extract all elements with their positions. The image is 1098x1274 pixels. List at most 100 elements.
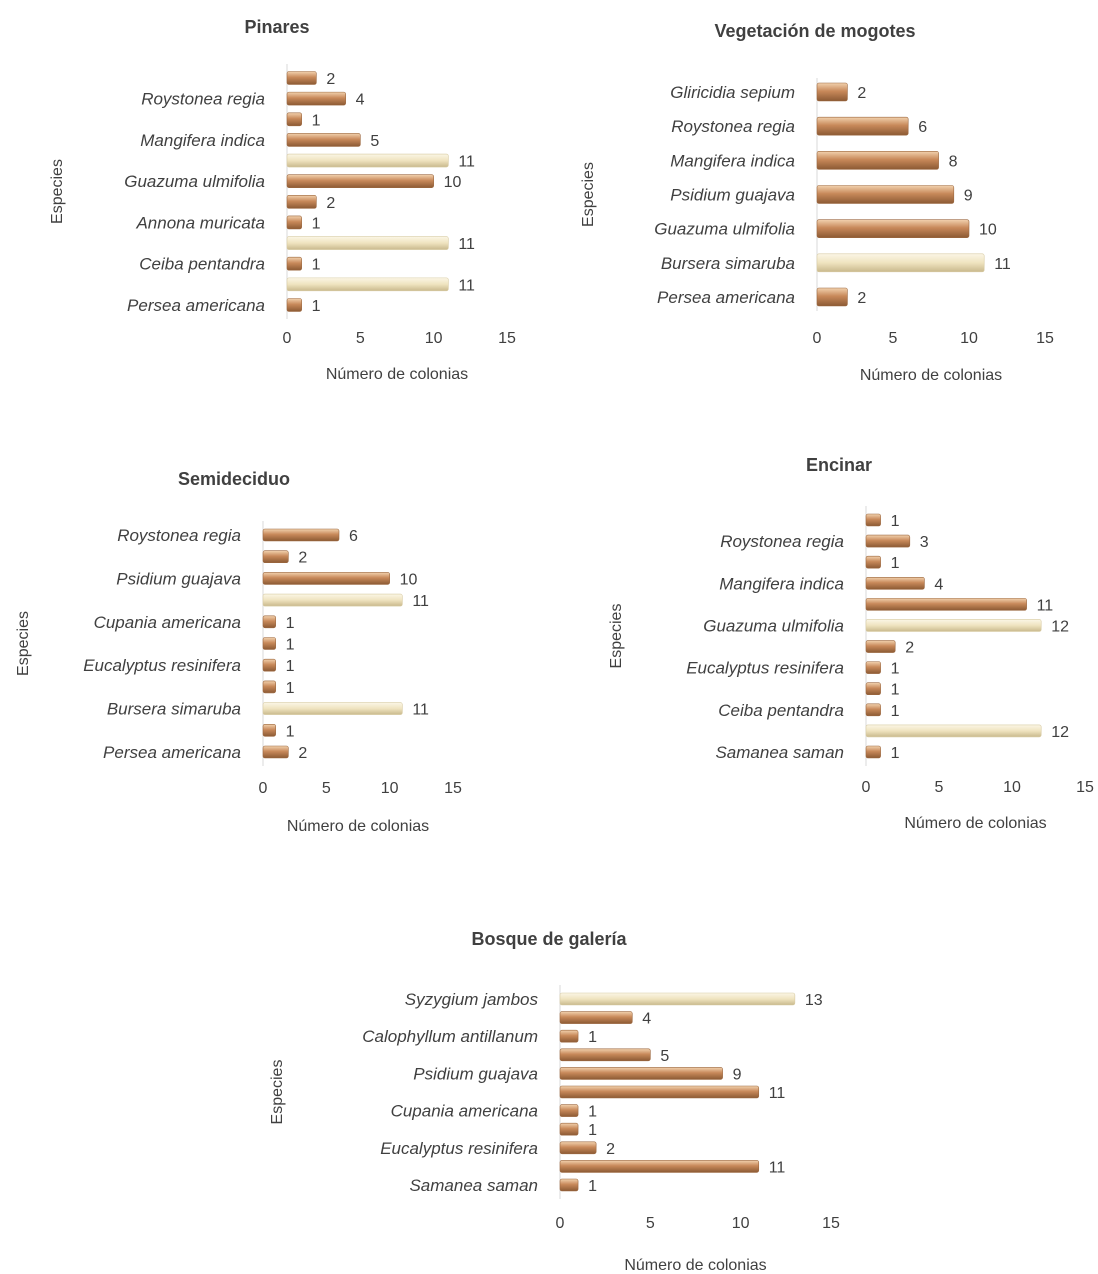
bar [286,215,302,230]
bar [865,661,881,674]
y-axis-label: Especies [608,604,625,669]
bar [286,153,449,168]
x-axis-label: Número de colonias [624,1257,766,1274]
data-label: 1 [312,215,321,232]
data-label: 3 [920,534,929,551]
data-label: 13 [805,992,823,1009]
data-label: 4 [642,1011,651,1028]
category-label: Roystonea regia [720,532,844,551]
data-label: 10 [444,174,462,191]
bar [865,703,881,717]
bar [559,992,796,1006]
bar [865,640,896,653]
category-label: Samanea saman [409,1176,538,1195]
data-label: 1 [312,112,321,129]
data-label: 2 [606,1141,615,1158]
bar [816,185,955,204]
data-label: 11 [1037,597,1054,614]
bar [262,658,276,672]
bar [559,1011,633,1024]
category-label: Psidium guajava [413,1064,538,1083]
data-label: 1 [891,745,900,762]
bar [286,236,449,250]
bar [262,723,276,737]
x-tick-label: 5 [646,1215,655,1232]
bar [816,82,848,102]
data-label: 2 [857,85,866,102]
bar [865,745,881,759]
category-label: Guazuma ulmifolia [124,172,265,191]
x-axis-label: Número de colonias [860,367,1002,384]
category-label: Gliricidia sepium [670,83,795,102]
data-label: 4 [356,92,365,109]
category-label: Psidium guajava [670,186,795,205]
chart-title: Encinar [806,455,872,475]
bar [816,253,985,273]
data-label: 1 [891,682,900,699]
bar [286,133,361,147]
bar [262,615,276,629]
category-label: Calophyllum antillanum [362,1027,538,1046]
category-label: Annona muricata [135,213,265,232]
data-label: 1 [286,658,295,675]
category-label: Psidium guajava [116,569,241,588]
bar [865,724,1042,738]
x-tick-label: 10 [425,330,443,347]
bar [286,277,449,292]
data-label: 1 [588,1029,597,1046]
bar [816,287,848,307]
bar [262,680,276,694]
bar [286,298,302,312]
data-label: 1 [312,257,321,274]
data-label: 11 [458,236,475,253]
data-label: 11 [458,277,475,294]
data-label: 1 [891,661,900,678]
x-tick-label: 10 [381,780,399,797]
y-axis-label: Especies [580,162,597,227]
data-label: 1 [312,298,321,315]
data-label: 1 [588,1122,597,1139]
x-tick-label: 15 [822,1215,840,1232]
category-label: Eucalyptus resinifera [380,1139,538,1158]
chart-mogotes: Vegetación de mogotes 2 Persea americana 11… [580,21,1054,384]
bar [262,745,289,759]
bar [262,572,390,585]
category-label: Roystonea regia [141,90,265,109]
data-label: 2 [298,550,307,567]
data-label: 6 [349,528,358,545]
x-tick-label: 0 [283,330,292,347]
category-label: Eucalyptus resinifera [83,656,241,675]
data-label: 2 [298,745,307,762]
bar [865,682,881,696]
category-label: Mangifera indica [670,151,795,170]
data-label: 12 [1051,724,1069,741]
bar [559,1122,579,1136]
data-label: 1 [891,703,900,720]
bar [262,702,403,715]
x-tick-label: 0 [259,780,268,797]
bar [865,619,1042,632]
data-label: 11 [769,1085,786,1102]
bar [262,550,289,563]
x-axis-label: Número de colonias [287,818,429,835]
x-axis-label: Número de colonias [326,366,468,383]
category-label: Cupania americana [391,1102,538,1121]
data-label: 10 [979,222,997,239]
x-tick-label: 15 [444,780,462,797]
data-label: 12 [1051,618,1069,635]
x-tick-label: 5 [889,330,898,347]
data-label: 2 [905,640,914,657]
x-axis-label: Número de colonias [904,815,1046,832]
chart-title: Semideciduo [178,469,290,489]
bar [816,219,970,238]
data-label: 2 [326,195,335,212]
category-label: Roystonea regia [117,526,241,545]
data-label: 10 [400,571,418,588]
category-label: Eucalyptus resinifera [686,659,844,678]
category-label: Persea americana [127,296,265,315]
x-tick-label: 10 [960,330,978,347]
category-label: Roystonea regia [671,117,795,136]
x-tick-label: 5 [356,330,365,347]
